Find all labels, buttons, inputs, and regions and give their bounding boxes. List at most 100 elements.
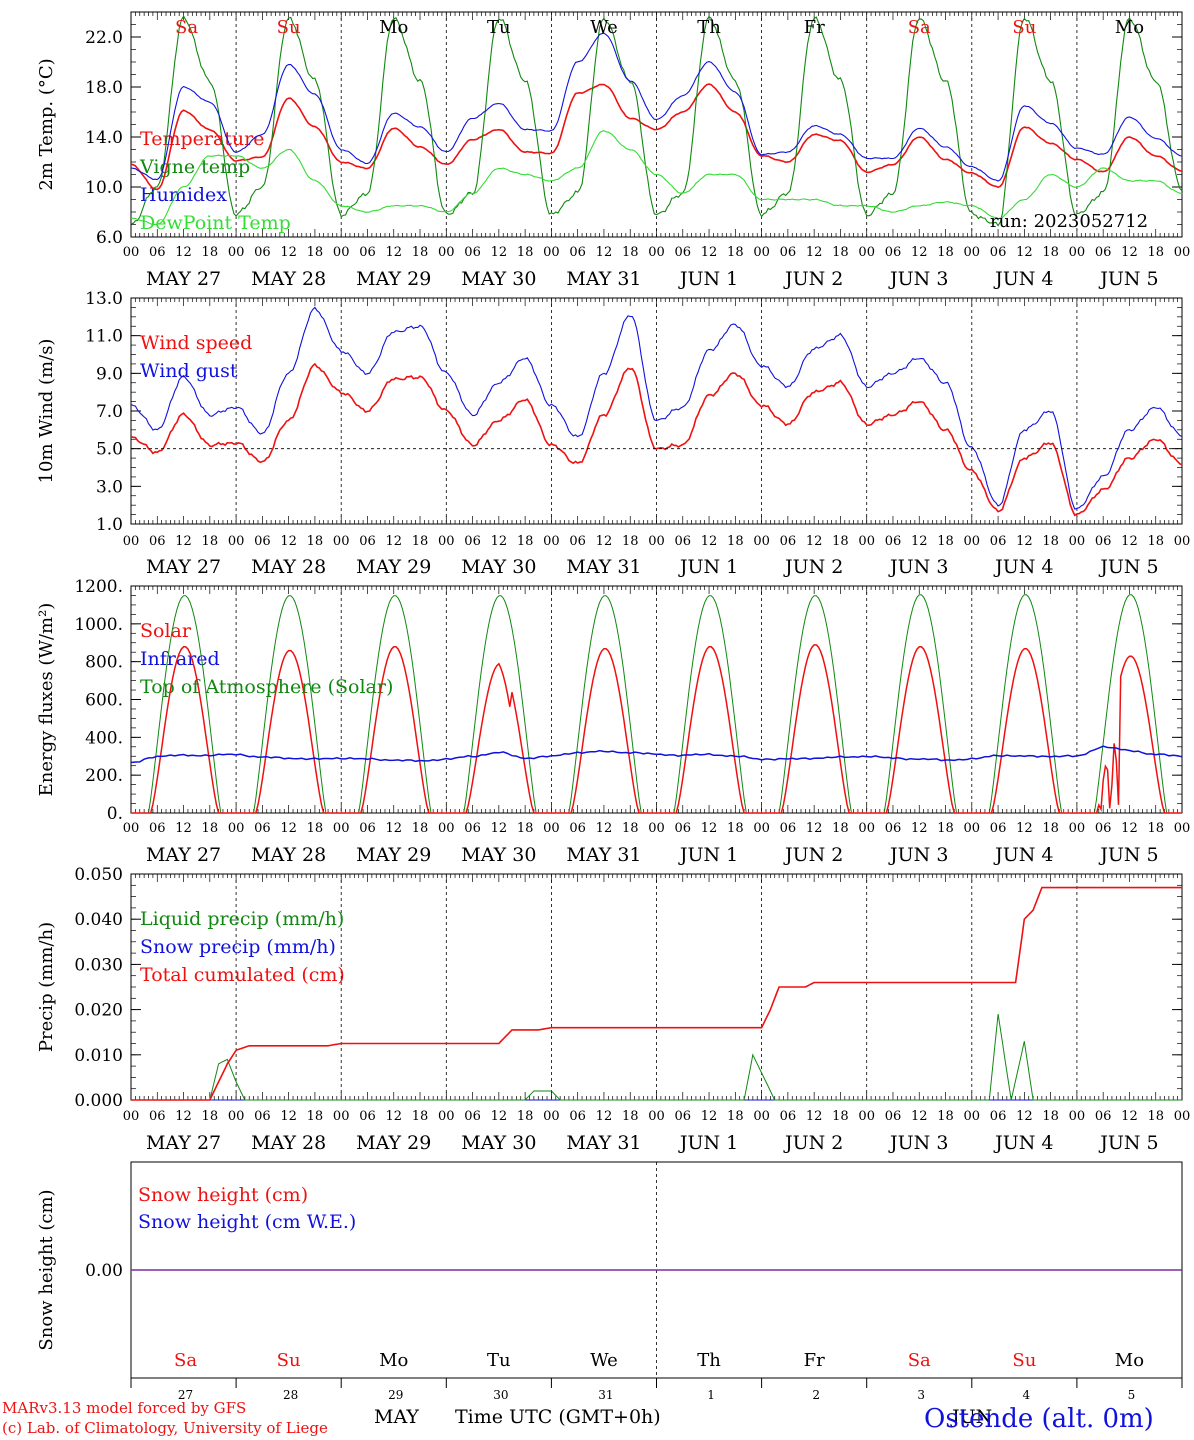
- hour-tick-label: 00: [964, 534, 981, 549]
- y-tick-label: 0.010: [74, 1046, 123, 1066]
- panel-temperature: 00 06 12 18 00 06 12 18 00 06 12 18 00 06 12 18 00 06 12 18…: [36, 11, 1190, 290]
- day-name: Sa: [908, 17, 931, 38]
- date-label: JUN 4: [993, 844, 1053, 866]
- y-tick-label: 1000.: [74, 615, 123, 635]
- y-tick-label: 10.0: [85, 178, 123, 198]
- hour-tick-label: 00: [964, 245, 981, 260]
- hour-tick-label: 06: [990, 534, 1007, 549]
- hour-tick-label: 12: [701, 245, 718, 260]
- hour-tick-label: 00: [123, 821, 140, 836]
- hour-tick-label: 00: [123, 1109, 140, 1124]
- y-axis-label: Energy fluxes (W/m²): [36, 603, 57, 797]
- day-name: Mo: [1115, 17, 1144, 38]
- hour-tick-label: 12: [175, 821, 192, 836]
- hour-tick-label: 00: [123, 534, 140, 549]
- hour-tick-label: 00: [1069, 534, 1086, 549]
- hour-tick-label: 12: [1016, 534, 1033, 549]
- hour-tick-label: 00: [1174, 1109, 1191, 1124]
- y-tick-label: 0.000: [74, 1091, 123, 1111]
- y-tick-label: 1.0: [96, 515, 123, 535]
- hour-tick-label: 06: [780, 534, 797, 549]
- hour-tick-label: 18: [517, 1109, 534, 1124]
- hour-tick-label: 00: [1069, 1109, 1086, 1124]
- hour-tick-label: 06: [254, 245, 271, 260]
- hour-tick-label: 12: [491, 245, 508, 260]
- hour-tick-label: 06: [149, 821, 166, 836]
- date-label: JUN 1: [678, 268, 738, 290]
- date-label: JUN 4: [993, 556, 1053, 578]
- hour-tick-label: 12: [1121, 245, 1138, 260]
- day-name: Mo: [379, 1350, 408, 1371]
- hour-tick-label: 06: [675, 245, 692, 260]
- hour-tick-label: 12: [911, 821, 928, 836]
- hour-tick-label: 18: [832, 534, 849, 549]
- hour-tick-label: 00: [858, 1109, 875, 1124]
- day-number: 29: [388, 1388, 403, 1402]
- hour-tick-label: 00: [543, 245, 560, 260]
- legend-snow-height-cm-: Snow height (cm): [138, 1184, 308, 1206]
- date-label: MAY 28: [251, 556, 326, 578]
- date-label: JUN 3: [888, 1132, 948, 1154]
- hour-tick-label: 00: [333, 245, 350, 260]
- y-tick-label: 0.: [107, 804, 123, 824]
- y-tick-label: 6.0: [96, 228, 123, 248]
- series-line-infrared: [130, 745, 1183, 764]
- hour-tick-label: 06: [1095, 1109, 1112, 1124]
- hour-tick-label: 00: [438, 821, 455, 836]
- hour-tick-label: 06: [885, 821, 902, 836]
- date-label: JUN 3: [888, 556, 948, 578]
- hour-tick-label: 06: [359, 534, 376, 549]
- hour-tick-label: 18: [727, 1109, 744, 1124]
- hour-tick-label: 06: [569, 534, 586, 549]
- hour-tick-label: 12: [280, 821, 297, 836]
- month-jun: JUN: [950, 1406, 992, 1428]
- date-label: MAY 27: [146, 844, 221, 866]
- series-line-temperature: [130, 83, 1183, 191]
- hour-tick-label: 06: [569, 821, 586, 836]
- series-line-dewpoint-temp: [130, 130, 1183, 226]
- hour-tick-label: 18: [1042, 245, 1059, 260]
- hour-tick-label: 00: [228, 821, 245, 836]
- y-tick-label: 3.0: [96, 477, 123, 497]
- hour-tick-label: 00: [438, 1109, 455, 1124]
- hour-tick-label: 18: [622, 1109, 639, 1124]
- y-tick-label: 200.: [85, 766, 123, 786]
- hour-tick-label: 00: [228, 245, 245, 260]
- hour-tick-label: 18: [1147, 821, 1164, 836]
- hour-tick-label: 00: [753, 821, 770, 836]
- legend-liquid-precip-mm-h-: Liquid precip (mm/h): [140, 908, 344, 930]
- hour-tick-label: 06: [780, 1109, 797, 1124]
- hour-tick-label: 12: [596, 1109, 613, 1124]
- hour-tick-label: 18: [517, 821, 534, 836]
- day-name: Mo: [1115, 1350, 1144, 1371]
- hour-tick-label: 18: [307, 1109, 324, 1124]
- panel-wind: 00 06 12 18 00 06 12 18 00 06 12 18 00 06 12 18 00 06 12 18…: [36, 289, 1190, 578]
- date-label: JUN 3: [888, 844, 948, 866]
- day-number: 5: [1128, 1388, 1136, 1402]
- hour-tick-label: 00: [228, 1109, 245, 1124]
- hour-tick-label: 06: [359, 245, 376, 260]
- day-name: Tu: [487, 1350, 511, 1371]
- hour-tick-label: 06: [569, 1109, 586, 1124]
- day-name: Sa: [174, 1350, 197, 1371]
- hour-tick-label: 18: [202, 245, 219, 260]
- hour-tick-label: 12: [280, 534, 297, 549]
- y-axis-label: Precip (mm/h): [36, 922, 57, 1052]
- hour-tick-label: 12: [385, 1109, 402, 1124]
- hour-tick-label: 00: [543, 1109, 560, 1124]
- day-name: Th: [697, 1350, 721, 1371]
- date-label: MAY 31: [566, 844, 641, 866]
- date-label: MAY 30: [461, 844, 536, 866]
- day-number: 31: [598, 1388, 613, 1402]
- hour-tick-label: 12: [1121, 1109, 1138, 1124]
- series-line-wind-speed: [130, 362, 1183, 517]
- plot-frame: [130, 11, 1183, 238]
- legend-wind-speed: Wind speed: [140, 332, 252, 354]
- month-may: MAY: [374, 1406, 419, 1428]
- hour-tick-label: 00: [333, 1109, 350, 1124]
- hour-tick-label: 12: [596, 534, 613, 549]
- day-number: 1: [707, 1388, 715, 1402]
- hour-tick-label: 00: [438, 534, 455, 549]
- hour-tick-label: 06: [359, 821, 376, 836]
- day-number: 30: [493, 1388, 508, 1402]
